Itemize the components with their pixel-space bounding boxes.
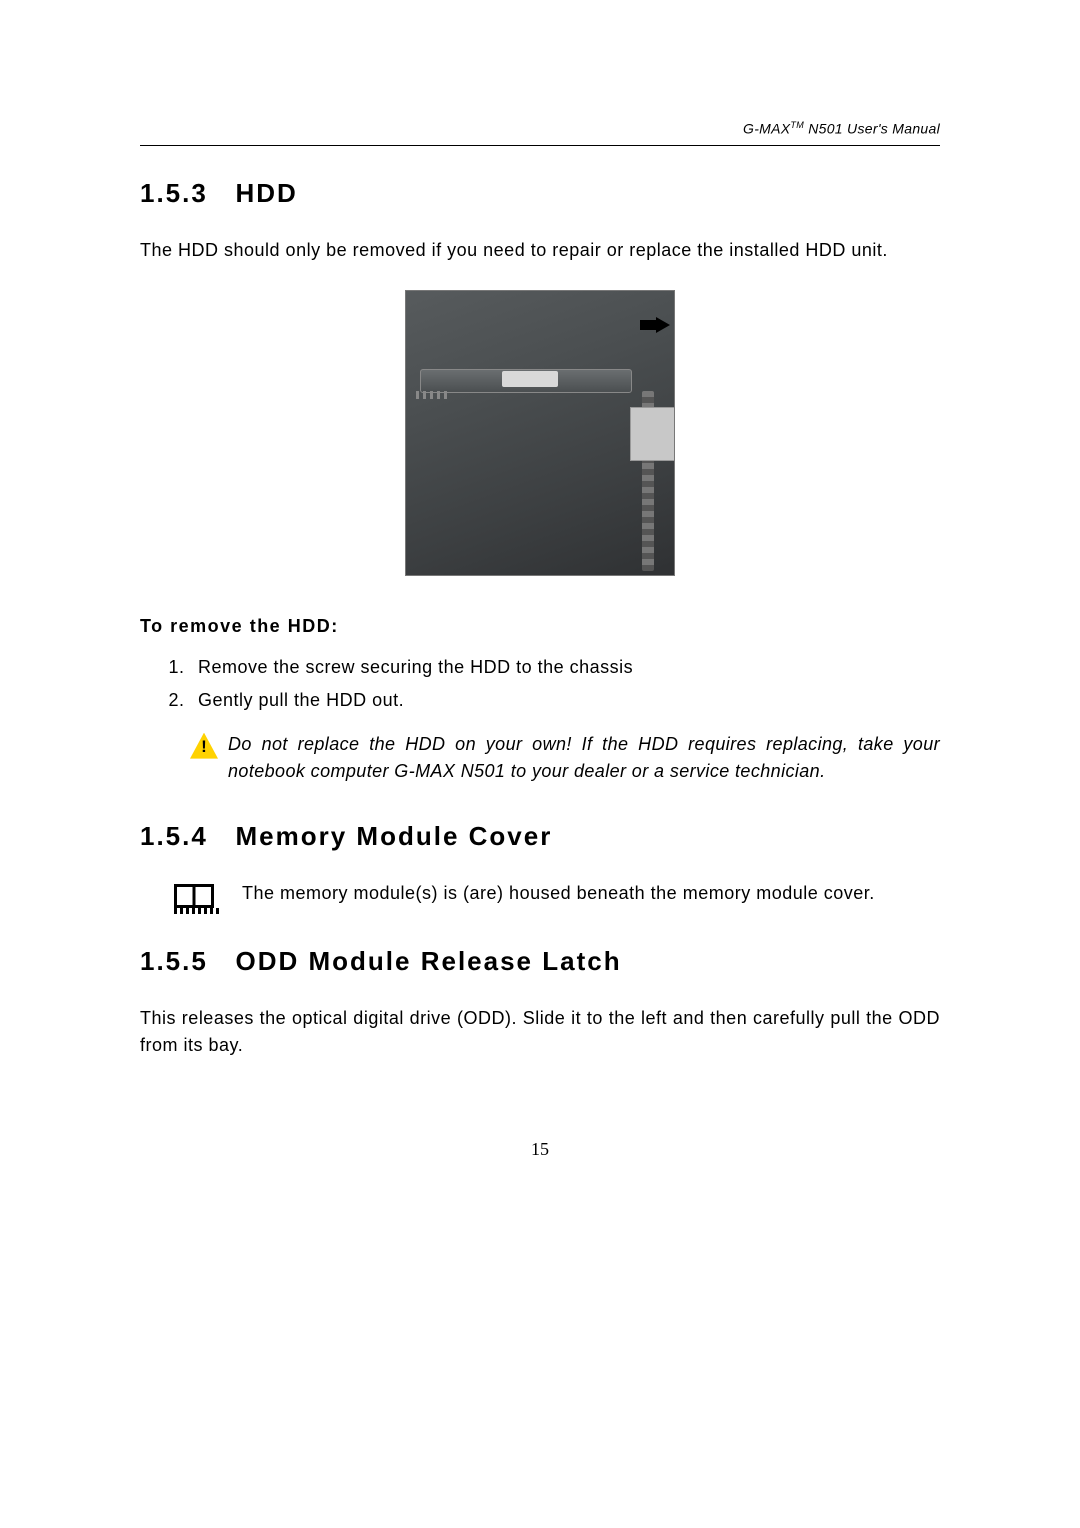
hdd-figure xyxy=(140,290,940,576)
section-number: 1.5.3 xyxy=(140,178,208,208)
section-heading-hdd: 1.5.3 HDD xyxy=(140,178,940,209)
warning-text: Do not replace the HDD on your own! If t… xyxy=(228,731,940,785)
header-rule xyxy=(140,145,940,146)
section-heading-memory: 1.5.4 Memory Module Cover xyxy=(140,821,940,852)
memory-module-row: The memory module(s) is (are) housed ben… xyxy=(174,880,940,908)
odd-body-text: This releases the optical digital drive … xyxy=(140,1005,940,1059)
section-number: 1.5.4 xyxy=(140,821,208,851)
list-item: Gently pull the HDD out. xyxy=(190,690,940,711)
hdd-photo-placeholder xyxy=(405,290,675,576)
hdd-subheading: To remove the HDD: xyxy=(140,616,940,637)
arrow-icon xyxy=(656,317,670,333)
hdd-intro-text: The HDD should only be removed if you ne… xyxy=(140,237,940,264)
header-suffix: N501 User's Manual xyxy=(808,121,940,137)
list-item: Remove the screw securing the HDD to the… xyxy=(190,657,940,678)
document-page: G-MAXTM N501 User's Manual 1.5.3 HDD The… xyxy=(0,0,1080,1220)
warning-note: Do not replace the HDD on your own! If t… xyxy=(190,731,940,785)
memory-module-icon xyxy=(174,884,214,908)
warning-icon xyxy=(190,733,218,759)
photo-dots xyxy=(416,391,450,399)
hdd-steps-list: Remove the screw securing the HDD to the… xyxy=(190,657,940,711)
memory-body-text: The memory module(s) is (are) housed ben… xyxy=(242,880,875,907)
section-title: HDD xyxy=(236,178,298,208)
photo-port xyxy=(630,407,675,461)
section-title: ODD Module Release Latch xyxy=(236,946,622,976)
section-heading-odd: 1.5.5 ODD Module Release Latch xyxy=(140,946,940,977)
running-header: G-MAXTM N501 User's Manual xyxy=(140,120,940,137)
header-tm: TM xyxy=(790,120,804,130)
page-number: 15 xyxy=(140,1139,940,1160)
section-title: Memory Module Cover xyxy=(236,821,553,851)
header-brand: G-MAX xyxy=(743,121,790,137)
section-number: 1.5.5 xyxy=(140,946,208,976)
